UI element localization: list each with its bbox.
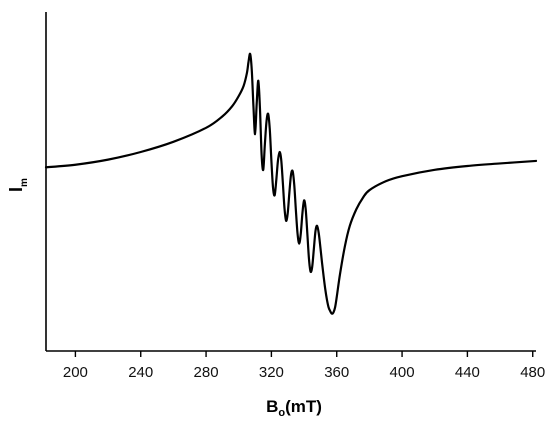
plot-area (44, 52, 538, 315)
x-tick-label: 200 (63, 364, 88, 381)
y-axis-label-main: I (6, 187, 26, 192)
series-line (44, 52, 538, 315)
y-axis-label-sub: m (19, 178, 30, 187)
x-tick-label: 360 (324, 364, 349, 381)
x-axis-label-rest: (mT) (285, 397, 322, 416)
x-axis-label-main: B (266, 397, 278, 416)
x-tick-label: 480 (520, 364, 545, 381)
x-tick-label: 320 (259, 364, 284, 381)
x-tick-label: 280 (194, 364, 219, 381)
x-axis-label: Bo(mT) (266, 397, 322, 419)
x-tick-label: 440 (455, 364, 480, 381)
y-axis-label: Im (6, 178, 30, 192)
x-tick-label: 400 (390, 364, 415, 381)
x-tick-group: 200 240 280 320 360 400 440 480 (63, 351, 545, 381)
x-tick-label: 240 (128, 364, 153, 381)
x-axis-label-sub: o (278, 407, 285, 419)
